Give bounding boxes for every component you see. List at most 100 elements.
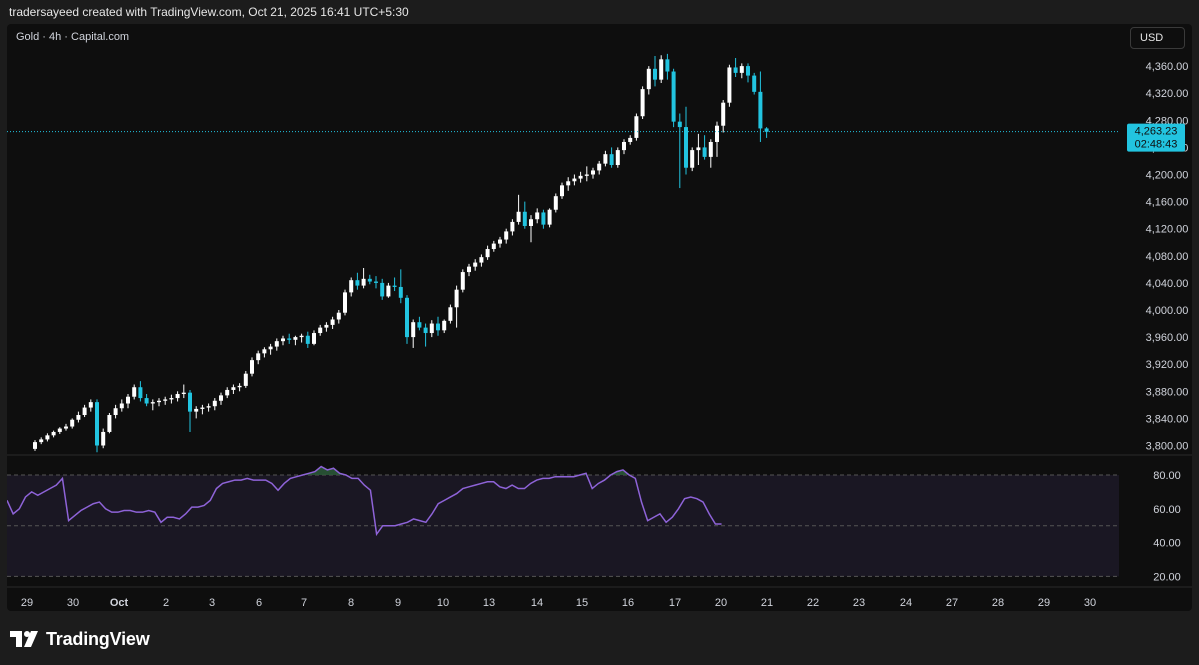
candle-body — [101, 431, 106, 446]
candle-body — [169, 398, 174, 400]
candle-body — [615, 150, 620, 166]
time-axis-tick: 22 — [807, 597, 819, 609]
last-price-tag-bg — [1127, 123, 1185, 152]
rsi-axis-tick: 40.00 — [1153, 538, 1181, 550]
candle-body — [188, 392, 192, 412]
chart-canvas[interactable]: 4,360.004,320.004,280.004,240.004,200.00… — [7, 24, 1192, 611]
candle-body — [764, 128, 769, 132]
candle-body — [733, 67, 738, 73]
time-axis-tick: 6 — [256, 597, 262, 609]
rsi-axis-tick: 20.00 — [1153, 571, 1181, 583]
candle-body — [243, 373, 248, 386]
tradingview-logo[interactable]: TradingView — [10, 628, 150, 650]
candle-body — [113, 408, 118, 416]
time-axis-tick: 10 — [437, 597, 449, 609]
price-axis-tick: 3,880.00 — [1146, 386, 1189, 398]
time-axis-tick: 23 — [853, 597, 865, 609]
candle-body — [684, 127, 688, 168]
candle-body — [343, 292, 347, 313]
candle-body — [584, 174, 589, 176]
candle-body — [578, 175, 583, 179]
candle-body — [448, 307, 453, 321]
rsi-axis-tick: 60.00 — [1153, 504, 1181, 516]
candle-body — [349, 280, 354, 293]
time-axis-tick: 30 — [1084, 597, 1096, 609]
candle-body — [231, 387, 236, 390]
price-axis-tick: 4,360.00 — [1146, 61, 1189, 73]
time-axis-tick: 29 — [21, 597, 33, 609]
candle-body — [380, 282, 385, 297]
price-axis-tick: 4,120.00 — [1146, 224, 1189, 236]
time-axis-tick: 30 — [67, 597, 79, 609]
last-price-value: 4,263.23 — [1135, 126, 1178, 138]
time-axis-tick: 15 — [576, 597, 588, 609]
candle-body — [460, 272, 465, 290]
candle-body — [126, 396, 130, 404]
candle-body — [57, 428, 62, 432]
time-axis-tick: 24 — [900, 597, 912, 609]
candle-body — [45, 435, 50, 440]
candle-body — [721, 102, 726, 126]
candle-body — [398, 286, 403, 298]
candle-body — [708, 141, 713, 157]
candle-body — [696, 147, 701, 151]
candle-body — [274, 341, 279, 347]
candle-body — [423, 327, 428, 334]
candle-body — [572, 178, 577, 182]
price-axis-tick: 4,000.00 — [1146, 305, 1189, 317]
candle-body — [628, 137, 633, 142]
candle-body — [361, 278, 366, 286]
symbol-label[interactable]: Gold · 4h · Capital.com — [16, 31, 130, 43]
candle-body — [677, 121, 682, 128]
rsi-overbought-fill — [302, 466, 346, 475]
candle-body — [212, 400, 217, 407]
price-axis-tick: 3,840.00 — [1146, 413, 1189, 425]
candle-body — [659, 59, 664, 80]
candle-body — [119, 403, 124, 409]
candle-body — [181, 392, 186, 395]
price-axis-tick: 4,080.00 — [1146, 251, 1189, 263]
candle-body — [758, 91, 763, 129]
candle-body — [634, 116, 639, 138]
candle-body — [547, 209, 552, 225]
time-axis-tick: 9 — [395, 597, 401, 609]
candle-body — [727, 67, 732, 103]
time-axis-tick: 20 — [715, 597, 727, 609]
time-axis-tick: 7 — [301, 597, 307, 609]
candle-body — [746, 66, 750, 76]
candle-body — [163, 399, 168, 401]
time-axis-tick: 13 — [483, 597, 495, 609]
candle-body — [516, 211, 521, 222]
candle-body — [64, 426, 68, 429]
time-axis-tick: 8 — [348, 597, 354, 609]
tradingview-logo-text: TradingView — [46, 628, 150, 649]
candle-body — [603, 154, 608, 164]
candle-body — [367, 278, 372, 282]
candle-body — [250, 360, 254, 374]
candle-body — [138, 387, 143, 399]
attribution-caption: tradersayeed created with TradingView.co… — [9, 5, 409, 19]
candle-body — [529, 219, 533, 226]
candle-body — [200, 407, 205, 409]
candle-body — [287, 338, 292, 340]
candle-body — [479, 257, 484, 263]
currency-button[interactable]: USD — [1130, 27, 1185, 49]
candle-body — [330, 319, 335, 325]
time-axis-tick: 3 — [209, 597, 215, 609]
candle-body — [436, 323, 440, 331]
candle-body — [591, 170, 595, 175]
rsi-line — [7, 465, 722, 537]
price-axis-tick: 3,920.00 — [1146, 359, 1189, 371]
candle-body — [225, 389, 230, 396]
price-axis-tick: 3,960.00 — [1146, 332, 1189, 344]
candle-body — [473, 262, 478, 267]
candle-body — [39, 439, 44, 443]
candle-body — [206, 406, 211, 408]
candle-body — [33, 442, 37, 449]
chart-frame[interactable]: 4,360.004,320.004,280.004,240.004,200.00… — [7, 24, 1192, 611]
candle-body — [405, 297, 409, 338]
price-axis-tick: 4,200.00 — [1146, 170, 1189, 182]
candle-body — [665, 59, 670, 72]
candle-body — [281, 338, 285, 342]
candle-body — [702, 147, 707, 157]
